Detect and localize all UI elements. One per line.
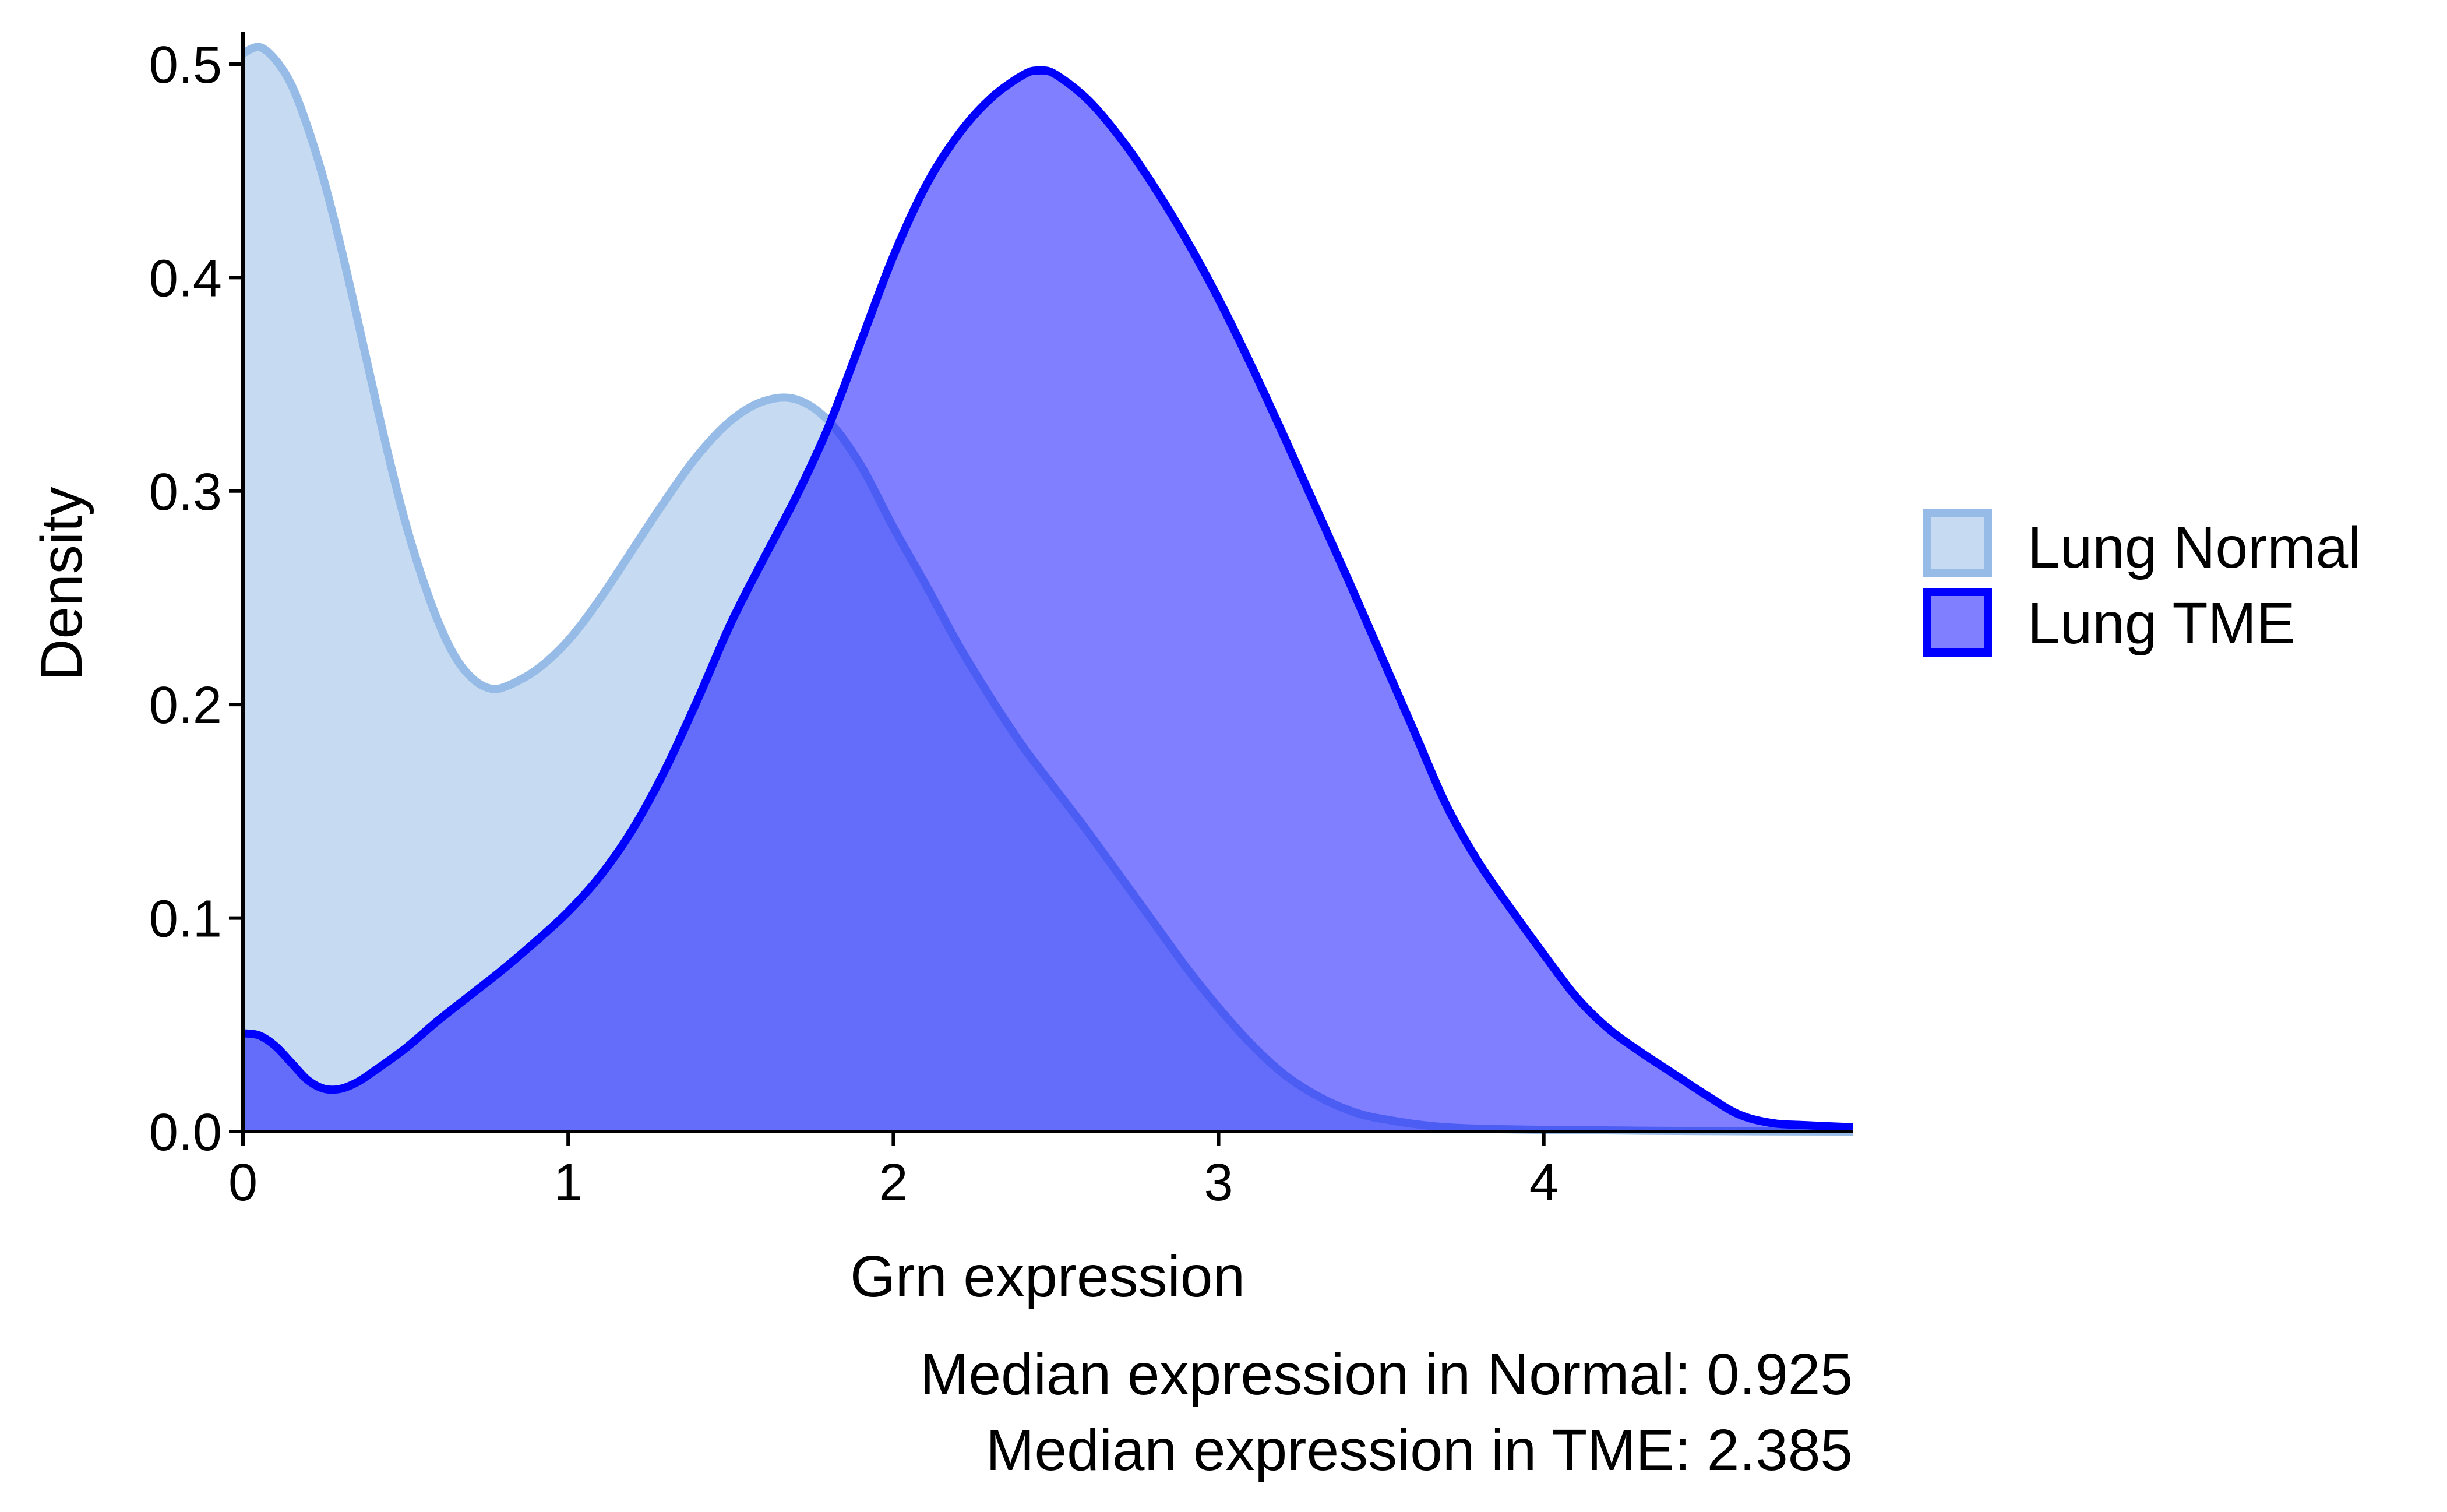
density-area-lung-tme: [243, 70, 1853, 1132]
series-layer: [241, 43, 1853, 1136]
legend-swatch-lung-normal: [1923, 509, 1992, 577]
legend-label-lung-normal: Lung Normal: [2028, 515, 2361, 580]
x-tick-label: 3: [1204, 1154, 1233, 1212]
y-tick-label: 0.3: [149, 463, 222, 521]
density-line-lung-tme: [242, 66, 1853, 1132]
y-tick-label: 0.0: [149, 1104, 222, 1162]
y-tick-label: 0.1: [149, 890, 222, 949]
y-axis-title: Density: [29, 487, 94, 681]
caption-median-tme: Median expression in TME: 2.385: [986, 1418, 1853, 1483]
caption-median-normal: Median expression in Normal: 0.925: [920, 1342, 1853, 1407]
y-tick-label: 0.2: [149, 676, 222, 735]
legend-swatch-lung-tme: [1923, 588, 1992, 657]
y-tick-label: 0.4: [149, 249, 222, 308]
x-tick-label: 0: [228, 1154, 258, 1212]
x-tick-label: 4: [1529, 1154, 1559, 1212]
x-tick-label: 2: [879, 1154, 908, 1212]
y-tick-label: 0.5: [149, 36, 222, 94]
legend: Lung Normal Lung TME: [1923, 509, 2361, 657]
x-tick-label: 1: [553, 1154, 583, 1212]
x-axis-title: Grn expression: [850, 1244, 1245, 1309]
legend-label-lung-tme: Lung TME: [2028, 591, 2296, 656]
axes-layer: 0 1 2 3 4 0.0 0.1 0.2 0.3 0.4 0.5: [149, 32, 1853, 1212]
